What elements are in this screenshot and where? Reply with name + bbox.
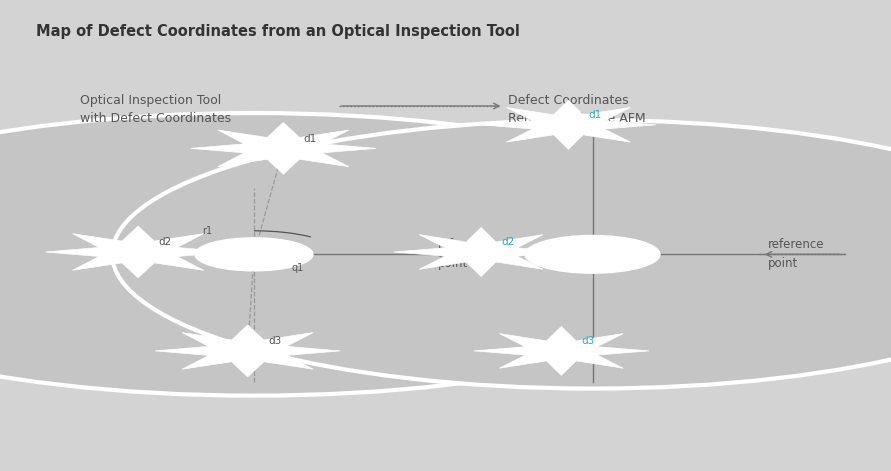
Text: d1: d1 [589,110,602,120]
Text: Map of Defect Coordinates from an Optical Inspection Tool: Map of Defect Coordinates from an Optica… [36,24,519,39]
Text: r1: r1 [201,226,212,236]
Text: d3: d3 [582,336,595,346]
Ellipse shape [0,113,760,396]
Polygon shape [481,100,656,149]
Text: Defect Coordinates
Remapped in the AFM: Defect Coordinates Remapped in the AFM [508,94,645,125]
Text: d2: d2 [159,237,172,247]
Polygon shape [155,325,340,377]
Text: d1: d1 [304,134,317,144]
Text: d2: d2 [502,237,515,247]
Text: Optical Inspection Tool
with Defect Coordinates: Optical Inspection Tool with Defect Coor… [80,94,232,125]
Polygon shape [394,227,568,276]
Ellipse shape [195,238,313,271]
Ellipse shape [112,120,891,389]
Polygon shape [474,326,649,375]
Text: reference
point: reference point [438,238,495,270]
Polygon shape [191,122,376,174]
Text: d3: d3 [268,336,282,346]
Text: reference
point: reference point [768,238,824,270]
Text: q1: q1 [291,263,303,274]
Ellipse shape [525,236,660,273]
Polygon shape [45,226,231,278]
